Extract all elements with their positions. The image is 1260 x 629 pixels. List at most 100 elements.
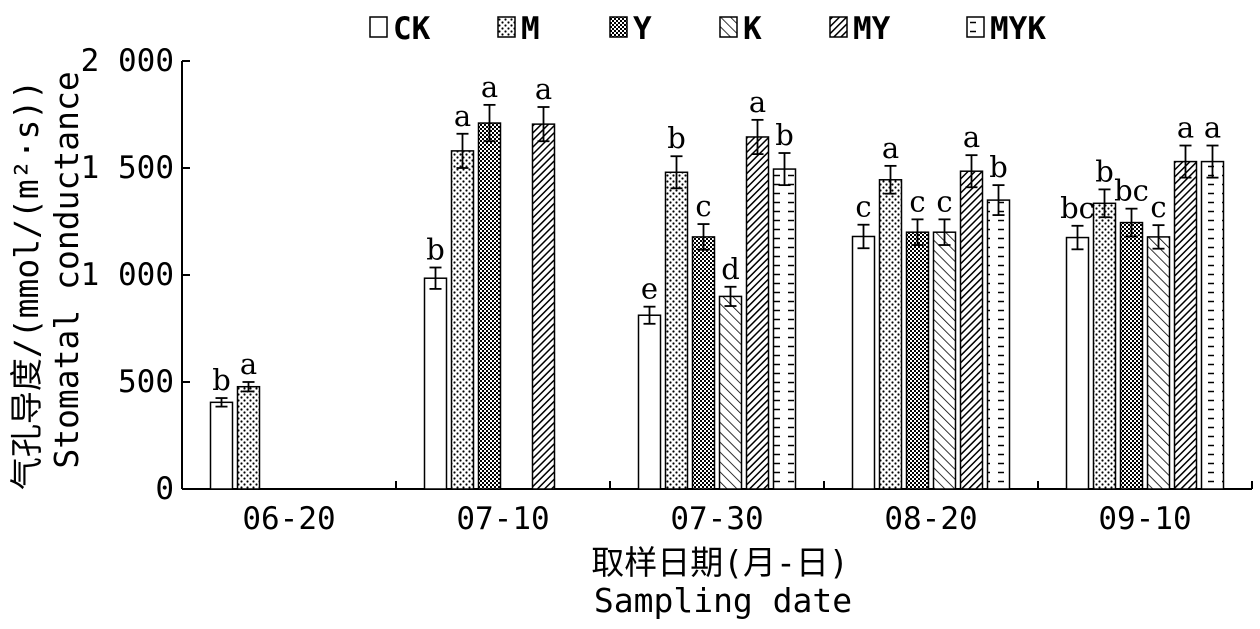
significance-label: c [909,184,925,218]
error-bar [911,218,924,246]
error-bar [242,381,255,393]
bar-M-07-30 [664,171,689,490]
x-tick-label: 08-20 [884,501,977,537]
significance-label: a [535,72,552,106]
bar-M-07-10 [450,150,475,490]
bar-CK-06-20 [209,401,234,490]
axes: 0 500 1 000 1 500 2 000 06-20 07-10 07-30 08-20 0… [81,43,1253,537]
y-tick-label: 1 000 [81,257,174,293]
error-bar [1179,144,1192,179]
error-bar [215,397,228,408]
significance-label: a [240,347,257,381]
legend-item-MYK: MYK [966,11,1046,47]
legend-item-K: K [719,11,762,47]
error-bar [1125,207,1138,238]
significance-label: c [936,184,952,218]
x-tick-label: 07-10 [456,501,549,537]
bar-CK-07-10 [423,277,448,490]
bar-Y-07-10 [477,122,502,490]
y-tick-label: 1 500 [81,150,174,186]
significance-label: b [1095,154,1114,188]
legend-swatch [719,16,738,38]
significance-label: d [721,252,740,286]
significance-label: b [989,150,1008,184]
error-bar [884,164,897,195]
legend-item-Y: Y [609,11,652,47]
error-bar [1206,144,1219,179]
legend-swatch [369,16,388,38]
legend-swatch [829,16,848,38]
error-bar [938,218,951,246]
y-tick-label: 0 [155,471,174,507]
significance-label: bc [1114,174,1149,208]
legend-label: CK [393,11,431,47]
bar-CK-08-20 [851,235,876,490]
error-bar [670,155,683,190]
significance-label: a [481,70,498,104]
legend-label: MYK [990,11,1046,47]
significance-label: bc [1060,191,1095,225]
significance-label: a [1177,111,1194,145]
bar-MY-08-20 [959,170,984,490]
error-bar [1152,224,1165,250]
error-bar [1098,188,1111,219]
bar-K-07-30 [718,295,743,490]
bar-MY-07-30 [745,136,770,490]
legend-swatch [966,16,985,38]
error-bar [857,223,870,250]
bar-Y-07-30 [691,236,716,490]
significance-label: a [963,120,980,154]
x-tick-label: 07-30 [670,501,763,537]
bar-K-09-10 [1146,236,1171,490]
bar-Y-09-10 [1119,221,1144,490]
legend-label: K [743,11,762,47]
x-tick-label: 09-10 [1098,501,1191,537]
legend-item-MY: MY [829,11,891,47]
legend-swatch [497,16,516,38]
legend-swatch [609,16,628,38]
x-axis-title-en: Sampling date [594,581,852,620]
bar-M-09-10 [1092,202,1117,490]
error-bar [965,154,978,189]
bar-M-08-20 [878,179,903,490]
legend-label: M [521,11,540,47]
legend: CK M Y K MY MYK [369,11,1046,47]
bar-Y-08-20 [905,231,930,490]
significance-label: b [667,121,686,155]
legend-label: MY [853,11,891,47]
significance-label: c [1150,190,1166,224]
legend-item-M: M [497,11,540,47]
error-bar [751,118,764,155]
significance-label: b [775,118,794,152]
y-tick-label: 500 [118,364,174,400]
bar-MY-09-10 [1173,160,1198,490]
error-bar [456,132,469,169]
error-bar [778,152,791,187]
significance-label: a [882,131,899,165]
error-bar [643,305,656,325]
error-bar [537,106,550,143]
bar-M-06-20 [236,385,261,490]
bar-CK-09-10 [1065,236,1090,490]
error-bar [992,184,1005,216]
y-tick-label: 2 000 [81,43,174,79]
significance-label: a [1204,111,1221,145]
significance-label: b [426,233,445,267]
bar-K-08-20 [932,231,957,490]
error-bar [1071,224,1084,251]
y-axis-title-cn: 气孔导度/(mmol/(m²·s)) [7,80,46,490]
significance-label: a [749,85,766,119]
x-tick-label: 06-20 [242,501,335,537]
bar-MYK-09-10 [1200,160,1225,490]
bar-CK-07-30 [637,314,662,490]
legend-item-CK: CK [369,11,431,47]
bar-MYK-08-20 [986,199,1011,490]
significance-label: e [641,272,658,306]
significance-label: c [855,190,871,224]
y-axis-title-en: Stomatal conductance [47,71,86,468]
bar-MYK-07-30 [772,168,797,490]
bar-MY-07-10 [531,123,556,490]
significance-label: b [212,363,231,397]
